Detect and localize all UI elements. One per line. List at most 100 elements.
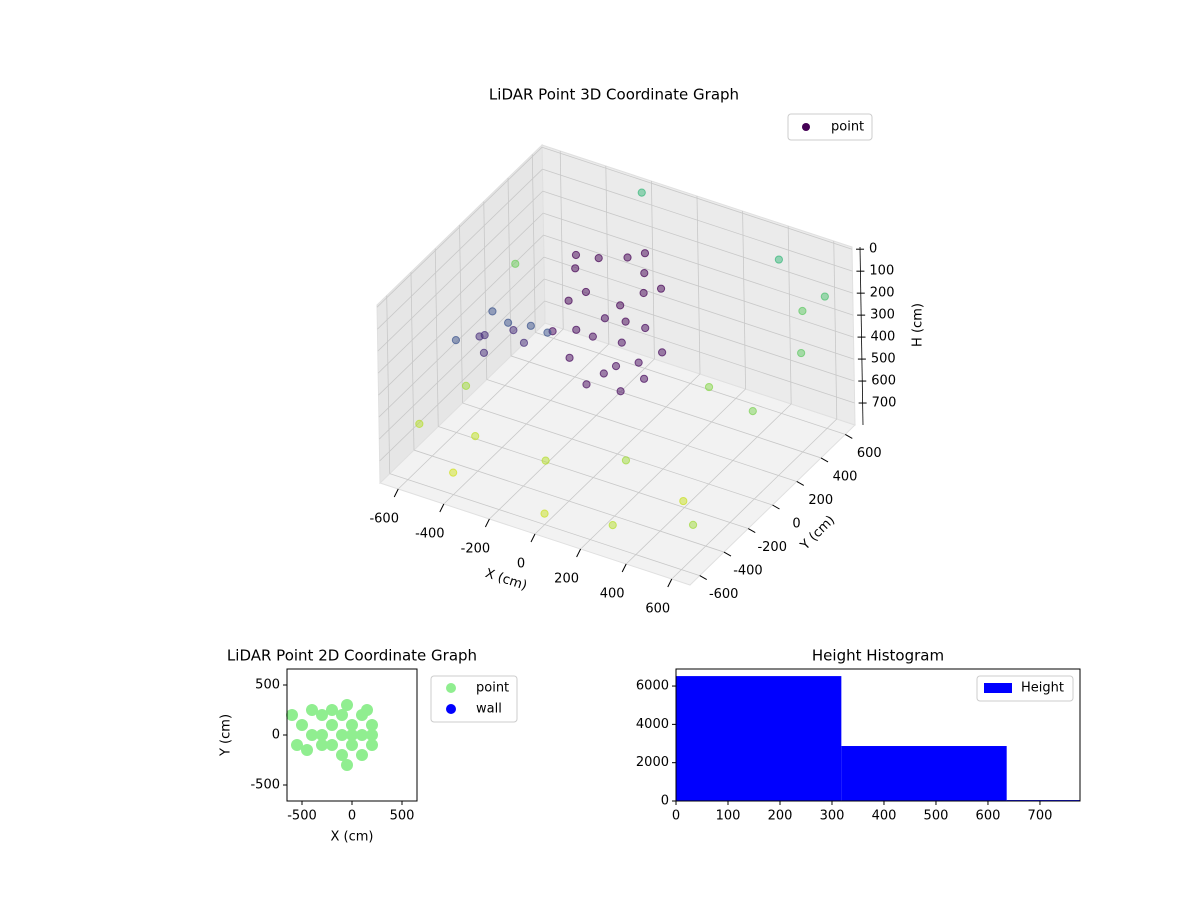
grid-line: [462, 402, 773, 506]
point: [543, 328, 552, 337]
y-tick: [845, 433, 853, 439]
point: [582, 380, 591, 389]
x-tick-label: -400: [415, 527, 445, 542]
x-tick-label: 600: [976, 809, 1001, 824]
z-tick-label: 0: [869, 242, 877, 257]
x-tick-label: 0: [348, 809, 356, 824]
point: [366, 739, 378, 751]
point: [326, 704, 338, 716]
x-tick-label: 400: [600, 587, 625, 602]
point: [748, 406, 757, 416]
point: [526, 321, 535, 330]
point: [461, 381, 471, 390]
grid-line: [413, 449, 725, 553]
grid-line: [438, 426, 749, 529]
point: [820, 292, 829, 301]
x-tick: [393, 488, 399, 498]
point: [640, 268, 649, 278]
grid-line: [544, 300, 855, 404]
x-tick-label: 300: [820, 809, 845, 824]
point: [564, 296, 573, 305]
point: [346, 719, 358, 731]
y-tick-label: -400: [733, 564, 763, 579]
y-tick-label: 4000: [636, 717, 669, 732]
grid-line: [459, 224, 463, 404]
point: [356, 729, 368, 741]
z-axis-label: H (cm): [911, 303, 926, 347]
y-tick-label: 2000: [636, 755, 669, 770]
grid-line: [559, 150, 564, 330]
x-tick: [667, 578, 673, 588]
point: [356, 749, 368, 761]
y-tick-label: 200: [808, 493, 833, 508]
point: [608, 521, 617, 530]
point: [641, 323, 650, 333]
x-tick-label: 0: [672, 809, 680, 824]
legend-marker: [446, 683, 456, 693]
point: [797, 348, 806, 358]
grid-line: [742, 210, 746, 390]
y-tick-label: 500: [255, 678, 280, 693]
z-tick-label: 300: [870, 308, 895, 323]
grid-line: [386, 295, 391, 474]
point: [326, 739, 338, 751]
point: [480, 331, 489, 340]
point: [479, 348, 489, 357]
x-tick-label: 200: [554, 572, 579, 587]
y-tick: [772, 504, 780, 510]
legend-box: [787, 113, 873, 141]
point: [519, 338, 529, 347]
grid-line: [434, 248, 439, 427]
chart-title: Height Histogram: [812, 647, 944, 665]
point: [637, 188, 646, 197]
legend-label: point: [476, 681, 509, 696]
grid-line: [542, 190, 853, 294]
point: [415, 419, 424, 428]
point: [565, 353, 574, 362]
point: [599, 369, 608, 378]
chart-title: LiDAR Point 2D Coordinate Graph: [227, 647, 477, 665]
legend-label: wall: [476, 702, 502, 717]
point: [346, 739, 358, 751]
point: [451, 336, 461, 345]
grid-line: [696, 195, 701, 375]
y-tick-label: 0: [792, 517, 800, 532]
point: [488, 307, 497, 316]
legend-marker: [802, 123, 810, 131]
grid-line: [787, 225, 792, 405]
point: [621, 317, 630, 326]
point: [509, 326, 518, 335]
point: [656, 284, 666, 293]
point: [361, 704, 373, 716]
grid-line: [510, 355, 822, 459]
y-tick-label: 0: [661, 794, 669, 809]
point: [621, 456, 631, 465]
point: [639, 374, 649, 383]
point: [316, 739, 328, 751]
point: [616, 387, 625, 396]
grid-line: [651, 180, 655, 360]
grid-line: [543, 212, 854, 316]
point: [341, 699, 353, 711]
legend-label: point: [831, 120, 864, 135]
x-tick-label: 700: [1028, 809, 1053, 824]
grid-line: [543, 234, 854, 338]
point: [634, 358, 643, 367]
point: [571, 264, 580, 273]
chart-title: LiDAR Point 3D Coordinate Graph: [489, 86, 739, 104]
point: [640, 249, 650, 258]
point: [306, 729, 318, 741]
point: [291, 739, 303, 751]
point: [541, 456, 550, 465]
point: [336, 709, 348, 721]
point: [594, 253, 603, 263]
point: [296, 719, 308, 731]
point: [658, 348, 667, 357]
x-axis-label: X (cm): [331, 830, 374, 845]
y-tick-label: 6000: [636, 679, 669, 694]
grid-line: [377, 212, 544, 374]
x-tick-label: 200: [768, 809, 793, 824]
x-tick-label: -600: [369, 512, 399, 527]
grid-line: [531, 154, 536, 333]
